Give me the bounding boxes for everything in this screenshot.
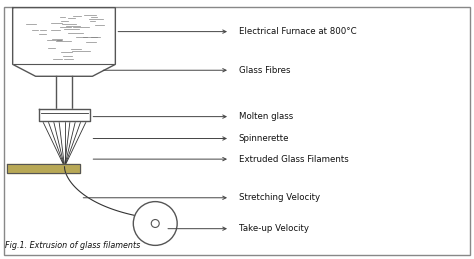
Text: Extruded Glass Filaments: Extruded Glass Filaments [238,155,348,164]
Text: Electrical Furnace at 800°C: Electrical Furnace at 800°C [238,27,356,36]
Text: Spinnerette: Spinnerette [238,134,289,143]
Polygon shape [13,8,115,76]
Text: Stretching Velocity: Stretching Velocity [238,193,320,202]
Text: Take-up Velocity: Take-up Velocity [238,224,309,233]
Text: Fig.1. Extrusion of glass filaments: Fig.1. Extrusion of glass filaments [5,241,140,250]
Polygon shape [55,76,73,111]
Polygon shape [7,164,81,173]
Text: Molten glass: Molten glass [238,112,293,121]
Text: Glass Fibres: Glass Fibres [238,66,290,75]
Circle shape [133,202,177,245]
Polygon shape [38,109,91,121]
Circle shape [151,220,159,227]
